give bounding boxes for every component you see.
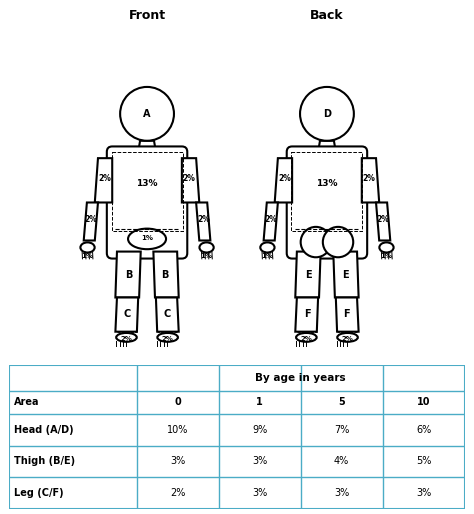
Polygon shape <box>115 298 138 332</box>
Text: 2%: 2% <box>197 215 210 225</box>
Text: Leg (C/F): Leg (C/F) <box>14 488 64 498</box>
Ellipse shape <box>337 333 358 342</box>
Ellipse shape <box>128 229 166 249</box>
Text: 13%: 13% <box>316 179 337 188</box>
Polygon shape <box>156 298 179 332</box>
Text: C: C <box>163 309 170 319</box>
Text: 2%: 2% <box>301 336 312 342</box>
Text: A: A <box>143 109 151 119</box>
Text: 6%: 6% <box>416 425 431 435</box>
Text: 1%: 1% <box>262 253 273 259</box>
Ellipse shape <box>260 243 274 252</box>
Polygon shape <box>264 203 278 241</box>
Text: 1%: 1% <box>201 253 212 259</box>
Polygon shape <box>138 141 156 152</box>
Text: 2%: 2% <box>162 336 173 342</box>
Circle shape <box>120 87 174 141</box>
Polygon shape <box>362 158 379 203</box>
Text: 3%: 3% <box>334 488 349 498</box>
Polygon shape <box>295 251 320 298</box>
Text: 2%: 2% <box>170 488 185 498</box>
Text: 3%: 3% <box>170 456 185 466</box>
Text: 1%: 1% <box>82 253 93 259</box>
Text: 2%: 2% <box>99 174 112 183</box>
Text: 2%: 2% <box>362 174 375 183</box>
Ellipse shape <box>296 333 317 342</box>
Text: E: E <box>342 270 348 280</box>
Text: E: E <box>306 270 312 280</box>
Polygon shape <box>115 251 141 298</box>
Polygon shape <box>295 298 318 332</box>
Text: 7%: 7% <box>334 425 349 435</box>
Text: 1%: 1% <box>141 235 153 241</box>
Circle shape <box>300 87 354 141</box>
Text: Front: Front <box>128 9 165 22</box>
Text: 0: 0 <box>174 397 181 408</box>
Text: 1: 1 <box>256 397 263 408</box>
Text: 2%: 2% <box>182 174 195 183</box>
Text: 3%: 3% <box>252 488 267 498</box>
Ellipse shape <box>157 333 178 342</box>
Text: F: F <box>304 309 310 319</box>
Text: 1%: 1% <box>381 253 392 259</box>
FancyBboxPatch shape <box>287 146 367 259</box>
Text: F: F <box>343 309 350 319</box>
Circle shape <box>301 227 331 258</box>
Text: 9%: 9% <box>252 425 267 435</box>
Text: C: C <box>124 309 131 319</box>
Text: 13%: 13% <box>137 179 158 188</box>
Text: Head (A/D): Head (A/D) <box>14 425 73 435</box>
Text: 3%: 3% <box>416 488 431 498</box>
Text: Thigh (B/E): Thigh (B/E) <box>14 456 75 466</box>
Text: B: B <box>125 270 133 280</box>
FancyBboxPatch shape <box>107 146 187 259</box>
Text: 5%: 5% <box>416 456 431 466</box>
Text: 2%: 2% <box>279 174 292 183</box>
Text: 2%: 2% <box>377 215 390 225</box>
Text: 2%: 2% <box>120 336 132 342</box>
Polygon shape <box>336 298 359 332</box>
Text: 10%: 10% <box>167 425 189 435</box>
Polygon shape <box>318 141 336 152</box>
Text: Area: Area <box>14 397 39 408</box>
Ellipse shape <box>200 243 214 252</box>
Text: 2%: 2% <box>342 336 354 342</box>
Ellipse shape <box>379 243 393 252</box>
Text: D: D <box>323 109 331 119</box>
Text: By age in years: By age in years <box>255 373 346 383</box>
Polygon shape <box>84 203 98 241</box>
Polygon shape <box>182 158 199 203</box>
Polygon shape <box>376 203 390 241</box>
Polygon shape <box>333 251 359 298</box>
Text: B: B <box>162 270 169 280</box>
Text: 10: 10 <box>417 397 430 408</box>
Text: 4%: 4% <box>334 456 349 466</box>
Polygon shape <box>275 158 292 203</box>
Circle shape <box>323 227 353 258</box>
Text: 2%: 2% <box>264 215 277 225</box>
Text: 3%: 3% <box>252 456 267 466</box>
Text: Back: Back <box>310 9 344 22</box>
Text: 2%: 2% <box>84 215 97 225</box>
Polygon shape <box>154 251 179 298</box>
Ellipse shape <box>116 333 137 342</box>
Ellipse shape <box>81 243 95 252</box>
Polygon shape <box>196 203 210 241</box>
Polygon shape <box>95 158 112 203</box>
Text: 5: 5 <box>338 397 345 408</box>
